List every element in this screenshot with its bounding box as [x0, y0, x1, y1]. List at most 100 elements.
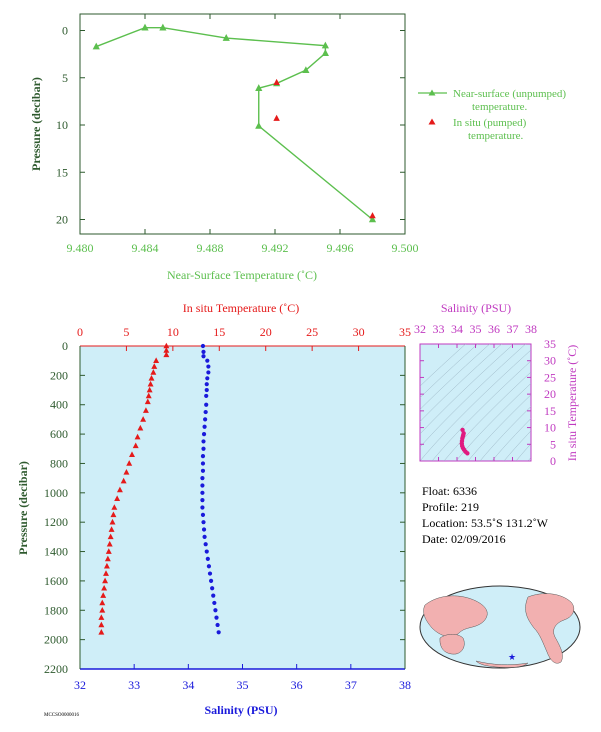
map-americas	[525, 593, 575, 664]
unpumped-point	[321, 41, 329, 49]
temperature-point	[101, 584, 108, 591]
salinity-point	[200, 498, 205, 503]
pressure-tick-label: 400	[50, 398, 68, 412]
ts-point	[461, 431, 466, 436]
date: Date: 02/09/2016	[422, 532, 506, 546]
temperature-point	[147, 380, 154, 387]
salinity-point	[204, 387, 209, 393]
pumped-point	[273, 78, 280, 85]
ts-y-tick-label: 15	[544, 404, 556, 418]
map-asia	[423, 595, 488, 637]
density-contour	[420, 344, 466, 387]
temperature-tick-label: 25	[306, 325, 318, 339]
salinity-point	[201, 527, 207, 532]
top-x-ticks: 9.480 9.484 9.488 9.492 9.496 9.500	[67, 14, 419, 255]
legend-unpumped-marker	[428, 89, 436, 96]
world-map: ★	[419, 585, 581, 669]
salinity-point	[211, 593, 216, 598]
pressure-tick-label: 1200	[44, 515, 68, 529]
density-contour	[420, 344, 478, 398]
pressure-tick-label: 600	[50, 427, 68, 441]
density-contour	[420, 344, 502, 422]
salinity-point	[202, 424, 207, 429]
temperature-point	[145, 392, 152, 399]
salinity-point	[200, 476, 205, 481]
temperature-point	[129, 451, 135, 457]
temperature-point	[150, 369, 157, 375]
salinity-tick-label: 37	[345, 678, 357, 692]
salinity-point	[206, 370, 211, 375]
legend-unpumped-label-1: Near-surface (unpumped)	[453, 88, 566, 100]
float-id: Float: 6336	[422, 484, 477, 498]
salinity-point	[201, 520, 206, 525]
salinity-point	[204, 393, 209, 399]
pressure-tick-label: 1600	[44, 574, 68, 588]
unpumped-point	[92, 42, 100, 50]
salinity-point	[206, 564, 212, 569]
top-y-tick-label: 5	[62, 71, 68, 85]
temperature-point	[98, 621, 105, 628]
temperature-tick-label: 30	[353, 325, 365, 339]
salinity-point	[216, 630, 221, 635]
temperature-point	[105, 548, 112, 554]
map-australia	[439, 634, 465, 655]
ts-y-tick-label: 35	[544, 337, 556, 351]
ts-x-tick-label: 33	[433, 322, 445, 336]
temperature-point	[163, 342, 170, 349]
salinity-point	[205, 358, 210, 363]
salinity-point	[210, 586, 215, 591]
salinity-point	[208, 578, 214, 584]
temperature-point	[98, 628, 105, 635]
pressure-tick-label: 1400	[44, 545, 68, 559]
float-location-marker: ★	[508, 652, 516, 662]
temperature-point	[106, 540, 113, 547]
temperature-point	[107, 533, 114, 540]
density-contour	[576, 324, 601, 461]
temperature-point	[153, 357, 160, 363]
salinity-point	[200, 454, 206, 459]
temperature-point	[163, 347, 170, 353]
salinity-tick-label: 36	[291, 678, 303, 692]
salinity-point	[206, 364, 211, 369]
salinity-point	[204, 402, 209, 407]
density-contour	[443, 371, 531, 461]
unpumped-point	[302, 66, 310, 73]
profile-plot-background	[80, 346, 405, 669]
unpumped-point	[255, 84, 263, 91]
salinity-point	[201, 446, 206, 451]
density-contour	[455, 382, 531, 461]
ts-density-contours	[420, 324, 601, 461]
profile-y-axis-label: Pressure (decibar)	[16, 461, 30, 555]
salinity-point	[202, 534, 207, 539]
ts-x-tick-label: 36	[488, 322, 500, 336]
temperature-point	[142, 407, 149, 413]
legend-unpumped-label-2: temperature.	[472, 101, 528, 113]
temperature-point	[116, 486, 123, 493]
salinity-point	[212, 600, 217, 606]
salinity-point	[204, 549, 209, 554]
pressure-tick-label: 1000	[44, 486, 68, 500]
density-contour	[515, 443, 531, 461]
temperature-point	[126, 460, 133, 466]
ts-y-tick-label: 0	[550, 454, 556, 468]
temperature-point	[144, 398, 151, 405]
temperature-point	[148, 375, 155, 381]
temperature-point	[109, 518, 116, 525]
salinity-point	[200, 483, 205, 488]
legend-pumped-label-2: temperature.	[468, 130, 524, 142]
salinity-point	[203, 409, 208, 415]
top-y-tick-label: 20	[56, 213, 68, 227]
top-plot-frame	[79, 13, 406, 235]
top-y-tick-label: 10	[56, 118, 68, 132]
salinity-point	[200, 505, 205, 510]
temperature-tick-label: 20	[260, 325, 272, 339]
temperature-point	[123, 468, 130, 475]
top-y-ticks: 0 5 10 15 20	[56, 24, 405, 227]
unpumped-point	[321, 49, 329, 56]
salinity-tick-label: 35	[237, 678, 249, 692]
unpumped-line	[95, 26, 373, 221]
salinity-tick-label: 38	[399, 678, 411, 692]
unpumped-point	[141, 23, 149, 31]
unpumped-point	[159, 23, 167, 31]
